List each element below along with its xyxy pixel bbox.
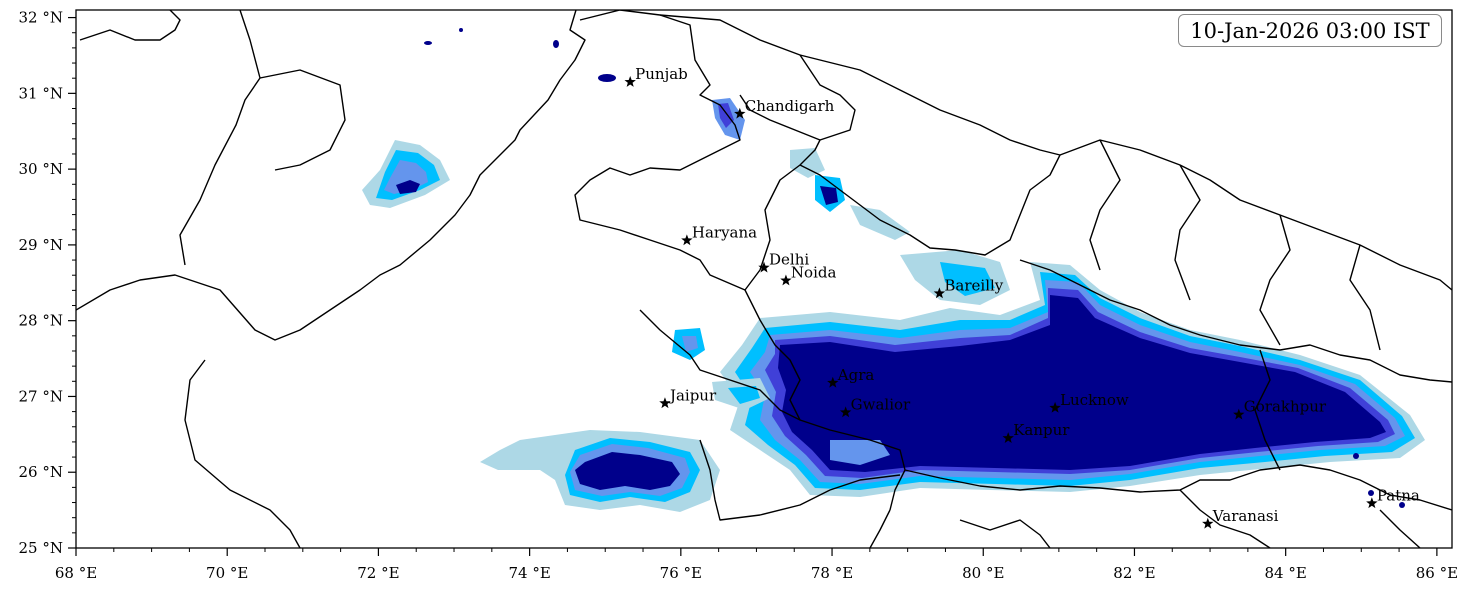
precip-patch-north-1	[790, 148, 825, 178]
y-tick-label: 28 °N	[19, 312, 63, 330]
precip-dot-6	[1399, 502, 1405, 508]
city-label: Chandigarh	[745, 97, 835, 115]
precip-dot-1	[598, 74, 616, 82]
y-tick-label: 32 °N	[19, 9, 63, 27]
x-tick-label: 82 °E	[1113, 564, 1155, 582]
city-label: Patna	[1377, 486, 1420, 504]
x-tick-label: 74 °E	[508, 564, 550, 582]
city-marker-icon	[933, 287, 946, 299]
border-nepal-inner-2	[1174, 164, 1201, 301]
border-punjab-haryana	[574, 10, 821, 291]
city-marker-icon	[734, 107, 746, 119]
border-nepal-inner-4	[1349, 244, 1381, 351]
border-pakistan-inner-2	[259, 69, 346, 171]
city-label: Punjab	[635, 65, 688, 83]
precip-patch-mid-1b	[940, 262, 995, 296]
precip-patch-mid-2b	[728, 386, 760, 404]
city-marker-icon	[1233, 408, 1245, 420]
precip-dot-2	[424, 41, 432, 45]
city-label: Kanpur	[1013, 421, 1070, 439]
city-label: Delhi	[769, 251, 809, 269]
x-tick-label: 78 °E	[811, 564, 853, 582]
border-rajasthan-south	[184, 359, 301, 548]
axis-ticks: 68 °E 70 °E 72 °E 74 °E 76 °E 78 °E 80 °E 82 °E…	[19, 9, 1459, 582]
precip-dot-4	[459, 28, 463, 32]
x-tick-label: 84 °E	[1265, 564, 1307, 582]
precip-dot-7	[1368, 490, 1374, 496]
city-label: Gwalior	[851, 395, 911, 413]
precip-patch-north-3	[850, 205, 910, 240]
precip-patch-north-2b	[820, 186, 838, 205]
precip-dot-5	[1353, 453, 1359, 459]
y-tick-label: 27 °N	[19, 387, 63, 405]
border-uttarakhand	[799, 54, 1061, 256]
border-south-2	[959, 519, 1051, 548]
y-tick-label: 30 °N	[19, 160, 63, 178]
border-up-south	[904, 464, 1452, 511]
city-label: Agra	[837, 366, 875, 384]
city-marker-icon	[624, 75, 636, 87]
city-marker-icon	[1202, 517, 1214, 529]
y-tick-label: 31 °N	[19, 84, 63, 102]
city-marker-icon	[1002, 432, 1014, 443]
border-mp-rajasthan	[639, 309, 801, 421]
city-label: Bareilly	[944, 276, 1003, 294]
y-tick-label: 25 °N	[19, 539, 63, 557]
x-tick-label: 80 °E	[962, 564, 1004, 582]
city-marker-icon	[659, 397, 671, 409]
city-marker-icon	[758, 261, 770, 273]
y-tick-label: 26 °N	[19, 463, 63, 481]
x-tick-label: 86 °E	[1416, 564, 1458, 582]
city-label: Gorakhpur	[1244, 398, 1327, 416]
border-south-1	[869, 509, 891, 548]
precipitation-layer	[362, 28, 1425, 512]
timestamp-label: 10-Jan-2026 03:00 IST	[1178, 14, 1442, 47]
city-marker-icon	[780, 274, 792, 286]
border-himachal	[659, 14, 856, 141]
border-pakistan-india	[76, 10, 586, 341]
precip-sw-level-5	[575, 452, 680, 490]
border-pakistan-inner-1	[179, 10, 261, 266]
border-bihar-south	[1379, 509, 1421, 548]
city-marker-icon	[839, 406, 852, 418]
border-nepal-inner-3	[1259, 214, 1291, 346]
x-tick-label: 70 °E	[206, 564, 248, 582]
city-label: Haryana	[692, 223, 757, 241]
border-nepal	[1059, 139, 1452, 291]
border-nepal-south	[1019, 259, 1452, 383]
border-south-3	[1179, 489, 1271, 548]
precip-dot-3	[553, 40, 559, 48]
precip-patch-jaipur-b	[682, 336, 698, 352]
border-mp-south	[699, 439, 901, 521]
y-tick-label: 29 °N	[19, 236, 63, 254]
x-tick-label: 68 °E	[55, 564, 97, 582]
city-label: Noida	[791, 264, 837, 282]
x-tick-label: 72 °E	[357, 564, 399, 582]
precip-w-level-5	[396, 180, 420, 194]
city-label: Jaipur	[668, 386, 717, 404]
border-pakistan-west	[79, 10, 181, 41]
borders-layer	[76, 10, 1452, 548]
border-bihar-up	[1254, 349, 1281, 471]
city-marker-icon	[681, 234, 693, 246]
city-label: Varanasi	[1212, 507, 1279, 525]
x-tick-label: 76 °E	[660, 564, 702, 582]
border-nepal-inner-1	[1089, 139, 1121, 271]
city-marker-icon	[827, 376, 839, 388]
precip-band-hole	[830, 440, 890, 465]
precip-patch-chandigarh-inner	[718, 103, 734, 128]
city-marker-icon	[1366, 497, 1378, 509]
city-marker-icon	[1049, 401, 1061, 413]
plot-frame	[75, 9, 1453, 549]
precip-band-level-5	[778, 295, 1386, 472]
city-label: Lucknow	[1060, 391, 1129, 409]
